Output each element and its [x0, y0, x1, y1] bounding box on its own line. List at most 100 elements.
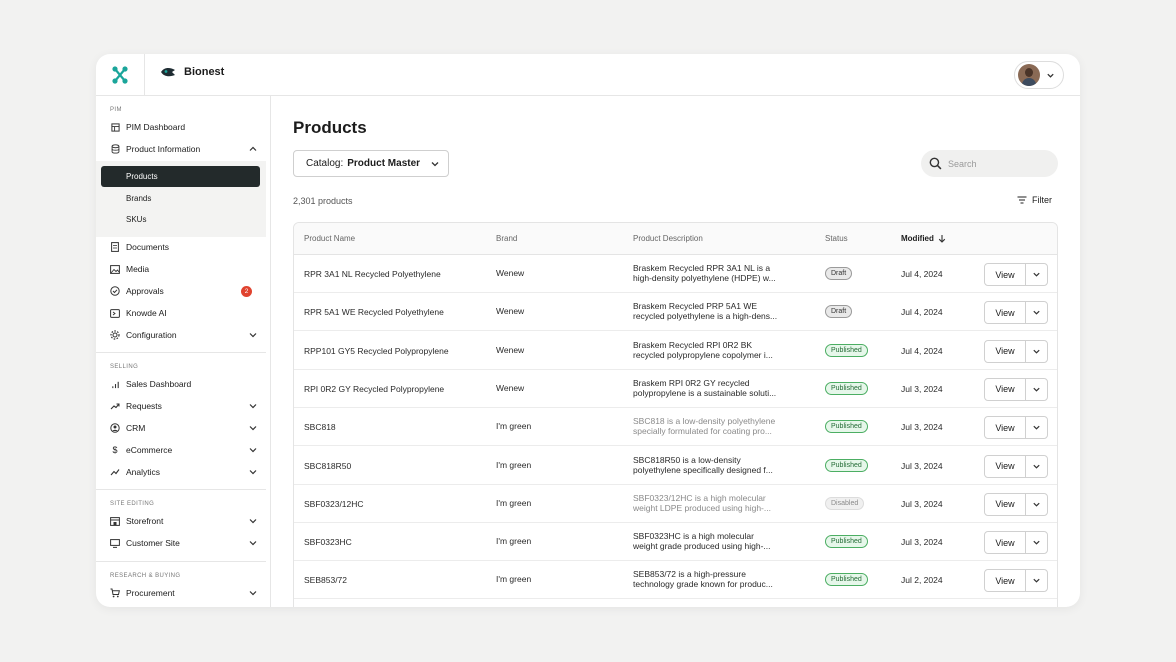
view-button[interactable]: View: [985, 302, 1026, 324]
section-label-selling: SELLING: [110, 364, 139, 370]
table-row[interactable]: SEB853/72 I'm green SEB853/72 is a high-pr…: [294, 561, 1057, 600]
sidebar-item-pim-dashboard[interactable]: PIM Dashboard: [110, 119, 258, 135]
sidebar-item-requests[interactable]: Requests: [110, 398, 258, 414]
product-count: 2,301 products: [293, 196, 353, 206]
view-button[interactable]: View: [985, 378, 1026, 400]
chevron-down-icon: [249, 591, 257, 596]
status-badge: Draft: [825, 267, 853, 280]
sidebar-item-configuration[interactable]: Configuration: [110, 327, 258, 343]
catalog-select[interactable]: Catalog: Product Master: [293, 150, 449, 177]
sidebar-item-approvals[interactable]: Approvals 2: [110, 283, 258, 299]
sidebar-item-label: Analytics: [126, 467, 161, 477]
table-row[interactable]: RPP101 GY5 Recycled Polypropylene Wenew Br…: [294, 332, 1057, 370]
product-name-cell[interactable]: SEB853/72: [304, 575, 348, 586]
catalog-value: Product Master: [347, 158, 421, 169]
table-row[interactable]: SBF0323/12HC I'm green SBF0323/12HC is a h…: [294, 485, 1057, 523]
sidebar-item-analytics[interactable]: Analytics: [110, 464, 258, 480]
table-row[interactable]: RPR 3A1 NL Recycled Polyethylene Wenew Bra…: [294, 255, 1057, 293]
database-icon: [110, 144, 120, 154]
avatar: [1018, 64, 1040, 86]
modified-cell: Jul 3, 2024: [901, 537, 943, 548]
description-line: SBC818R50 is a low-density: [633, 454, 741, 465]
row-actions-dropdown-button[interactable]: [1026, 493, 1047, 515]
column-header-modified[interactable]: Modified: [901, 234, 946, 243]
image-icon: [110, 264, 120, 274]
sidebar-item-brands[interactable]: Brands: [126, 194, 152, 203]
product-name-cell[interactable]: SBF0323/12HC: [304, 498, 364, 509]
description-line: technology grade known for produc...: [633, 579, 773, 590]
sidebar-item-label: CRM: [126, 423, 146, 433]
product-name-cell[interactable]: RPI 0R2 GY Recycled Polypropylene: [304, 383, 445, 394]
sidebar-item-product-information[interactable]: Product Information: [110, 141, 258, 157]
column-header-modified-label: Modified: [901, 234, 934, 243]
sidebar-item-label: Configuration: [126, 330, 177, 340]
column-header-brand[interactable]: Brand: [496, 234, 518, 243]
row-actions-dropdown-button[interactable]: [1026, 264, 1047, 285]
product-information-submenu: Products Brands SKUs: [96, 161, 266, 237]
filter-button[interactable]: Filter: [1017, 195, 1052, 205]
view-button[interactable]: View: [985, 455, 1026, 477]
sidebar-item-products[interactable]: Products: [101, 166, 260, 187]
view-button[interactable]: View: [985, 493, 1026, 515]
row-actions-dropdown-button[interactable]: [1026, 455, 1047, 477]
sidebar-item-ecommerce[interactable]: $ eCommerce: [110, 442, 258, 458]
description-line: recycled polyethylene is a high-dens...: [633, 311, 778, 322]
table-row[interactable]: RPI 0R2 GY Recycled Polypropylene Wenew Br…: [294, 370, 1057, 408]
brand-cell: I'm green: [496, 536, 532, 547]
sidebar-item-customer-site[interactable]: Customer Site: [110, 535, 258, 551]
table-row[interactable]: SBC818 I'm green SBC818 is a low-density p…: [294, 408, 1057, 447]
description-line: Braskem Recycled PRP 5A1 WE: [633, 301, 758, 312]
sidebar-item-media[interactable]: Media: [110, 261, 258, 277]
row-actions-dropdown-button[interactable]: [1026, 302, 1047, 324]
chevron-down-icon: [431, 161, 439, 166]
row-actions-dropdown-button[interactable]: [1026, 417, 1047, 439]
product-name-cell[interactable]: RPP101 GY5 Recycled Polypropylene: [304, 345, 449, 356]
product-name-cell[interactable]: SBC818R50: [304, 460, 352, 471]
chevron-down-icon: [249, 519, 257, 524]
view-button[interactable]: View: [985, 340, 1026, 362]
user-menu-button[interactable]: [1014, 61, 1064, 89]
description-line: Braskem RPI 0R2 GY recycled: [633, 377, 750, 388]
column-header-product-name[interactable]: Product Name: [304, 234, 356, 243]
view-button[interactable]: View: [985, 264, 1026, 285]
table-row[interactable]: SBC818R50 I'm green SBC818R50 is a low-den…: [294, 447, 1057, 485]
sidebar-item-knowde-ai[interactable]: Knowde AI: [110, 305, 258, 321]
search-box[interactable]: [921, 150, 1058, 177]
sidebar: PIM PIM Dashboard Product Information Pr…: [96, 96, 271, 607]
sidebar-item-sales-dashboard[interactable]: Sales Dashboard: [110, 376, 258, 392]
products-table: Product Name Brand Product Description S…: [293, 222, 1058, 607]
sidebar-item-skus[interactable]: SKUs: [126, 215, 147, 224]
sidebar-item-crm[interactable]: CRM: [110, 420, 258, 436]
product-name-cell[interactable]: SBC818: [304, 422, 336, 433]
view-button[interactable]: View: [985, 532, 1026, 554]
search-input[interactable]: [948, 158, 1048, 169]
row-actions-dropdown-button[interactable]: [1026, 340, 1047, 362]
product-name-cell[interactable]: RPR 3A1 NL Recycled Polyethylene: [304, 269, 441, 279]
sidebar-item-procurement[interactable]: Procurement: [110, 585, 258, 601]
description-line: weight grade produced using high-...: [633, 541, 771, 552]
table-row[interactable]: RPR 5A1 WE Recycled Polyethylene Wenew Bra…: [294, 293, 1057, 332]
description-line: polyethylene specifically designed f...: [633, 464, 773, 475]
table-row[interactable]: SBF0323HC I'm green SBF0323HC is a high mo…: [294, 523, 1057, 562]
row-actions: View: [984, 492, 1048, 516]
row-actions-dropdown-button[interactable]: [1026, 532, 1047, 554]
sidebar-item-storefront[interactable]: Storefront: [110, 513, 258, 529]
product-name-cell[interactable]: SBF0323HC: [304, 537, 352, 548]
sidebar-item-label: Knowde AI: [126, 308, 167, 318]
app-logo[interactable]: [96, 54, 145, 95]
row-actions-dropdown-button[interactable]: [1026, 378, 1047, 400]
sidebar-item-documents[interactable]: Documents: [110, 239, 258, 255]
chevron-down-icon: [1033, 349, 1040, 354]
column-header-status[interactable]: Status: [825, 234, 848, 243]
section-label-site-editing: SITE EDITING: [110, 501, 155, 507]
description-cell: Braskem Recycled RPR 3A1 NL is a high-den…: [633, 263, 805, 283]
product-name-cell[interactable]: RPR 5A1 WE Recycled Polyethylene: [304, 307, 444, 318]
row-actions-dropdown-button[interactable]: [1026, 570, 1047, 592]
brand-cell: I'm green: [496, 497, 532, 508]
view-button[interactable]: View: [985, 570, 1026, 592]
view-button[interactable]: View: [985, 417, 1026, 439]
top-bar: Bionest: [96, 54, 1080, 96]
column-header-description[interactable]: Product Description: [633, 234, 703, 243]
status-badge: Draft: [825, 305, 853, 319]
workspace-switcher[interactable]: Bionest: [160, 66, 224, 78]
